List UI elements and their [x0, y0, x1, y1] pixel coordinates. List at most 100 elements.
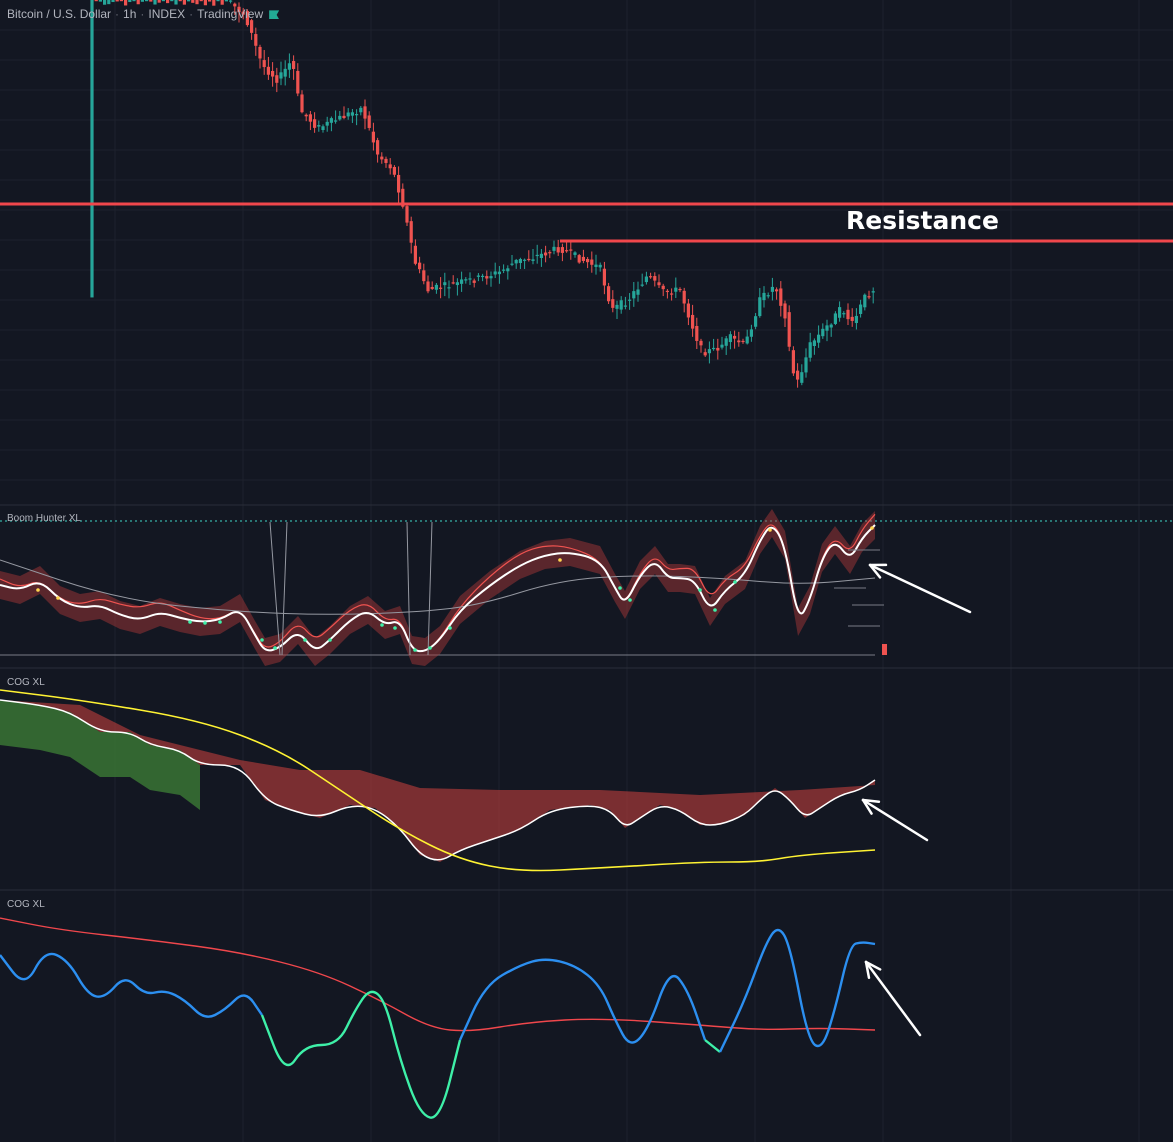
white-arrow-icon: [861, 798, 929, 842]
candle-body: [367, 115, 371, 128]
candle-body: [737, 340, 741, 343]
candle-body: [653, 276, 657, 281]
white-arrow-icon: [864, 960, 922, 1037]
candle-body: [170, 0, 174, 2]
arrow-shaft: [861, 798, 929, 842]
candle-body: [317, 125, 321, 127]
candle-body: [833, 313, 837, 324]
arrow-head: [861, 798, 873, 815]
indicator-title-boom-hunter[interactable]: Boom Hunter XL: [7, 513, 81, 524]
candle-body: [220, 0, 224, 5]
candle-body: [455, 282, 459, 286]
candle-body: [560, 247, 564, 253]
candle-body: [325, 121, 329, 126]
candle-body: [720, 344, 724, 348]
candle-body: [775, 289, 779, 292]
candle-body: [817, 334, 821, 343]
boom-signal-dot: [413, 648, 417, 652]
candle-body: [762, 292, 766, 301]
candle-body: [678, 288, 682, 291]
candle-body: [103, 0, 107, 5]
candle-body: [825, 325, 829, 331]
candle-body: [783, 303, 787, 319]
candle-body: [476, 275, 480, 277]
candle-body: [237, 6, 241, 13]
candle-body: [590, 259, 594, 265]
candle-body: [279, 72, 283, 79]
candle-body: [229, 0, 233, 2]
candle-body: [418, 262, 422, 270]
white-arrow-icon: [868, 563, 972, 614]
boom-signal-dot: [380, 623, 384, 627]
candle-body: [199, 0, 203, 2]
arrow-head: [864, 960, 871, 979]
candle-body: [779, 288, 783, 306]
candle-body: [754, 316, 758, 327]
candle-body: [321, 126, 325, 131]
candle-body: [787, 312, 791, 347]
green-flag-icon[interactable]: [269, 10, 280, 20]
interval-label: 1h: [123, 7, 137, 21]
candle-body: [821, 328, 825, 337]
candle-body: [741, 340, 745, 343]
price-candles[interactable]: [90, 0, 875, 388]
candle-body: [266, 66, 270, 75]
candle-body: [90, 0, 94, 298]
boom-signal-dot: [303, 638, 307, 642]
boom-signal-dot: [628, 598, 632, 602]
candle-body: [686, 303, 690, 318]
candle-body: [716, 347, 720, 351]
candle-body: [808, 342, 812, 358]
boom-yellow-dot: [870, 526, 874, 530]
boom-signal-dot: [328, 638, 332, 642]
cog-osc-mint-line: [260, 990, 462, 1119]
candle-body: [434, 284, 438, 290]
cog-green-fill: [0, 700, 200, 810]
candle-body: [871, 291, 875, 293]
boom-yellow-dot: [36, 588, 40, 592]
candle-body: [350, 112, 354, 116]
candle-body: [607, 286, 611, 302]
symbol-legend[interactable]: Bitcoin / U.S. Dollar · 1h · INDEX · TradingVi…: [7, 7, 280, 21]
candle-body: [770, 286, 774, 292]
candle-body: [132, 0, 136, 2]
boom-signal-dot: [218, 620, 222, 624]
candle-body: [523, 259, 527, 261]
candle-body: [749, 329, 753, 337]
candle-body: [287, 63, 291, 70]
candle-body: [493, 271, 497, 275]
candle-body: [346, 112, 350, 117]
candle-body: [245, 11, 249, 26]
candle-body: [502, 269, 506, 271]
resistance-label: Resistance: [846, 206, 999, 235]
indicator-title-cog-1[interactable]: COG XL: [7, 677, 45, 688]
candle-body: [695, 325, 699, 341]
candle-body: [586, 258, 590, 263]
candle-body: [497, 271, 501, 275]
boom-signal-dot: [203, 621, 207, 625]
candle-body: [166, 0, 170, 4]
candle-body: [447, 287, 451, 289]
candle-body: [161, 0, 165, 2]
candle-body: [544, 252, 548, 256]
candle-body: [670, 293, 674, 295]
arrow-head: [864, 960, 882, 971]
candle-body: [283, 68, 287, 77]
boom-signal-dot: [428, 646, 432, 650]
candle-body: [800, 372, 804, 383]
candle-body: [745, 336, 749, 344]
candle-body: [602, 268, 606, 286]
candle-body: [472, 280, 476, 283]
arrow-head: [861, 798, 881, 803]
candle-body: [623, 305, 627, 307]
candle-body: [481, 275, 485, 278]
candle-body: [224, 0, 228, 2]
candle-body: [439, 287, 443, 289]
candle-body: [531, 259, 535, 261]
indicator-title-cog-2[interactable]: COG XL: [7, 899, 45, 910]
boom-signal-dot: [618, 586, 622, 590]
arrow-shaft: [868, 563, 972, 614]
candle-body: [140, 0, 144, 2]
candle-body: [867, 296, 871, 298]
